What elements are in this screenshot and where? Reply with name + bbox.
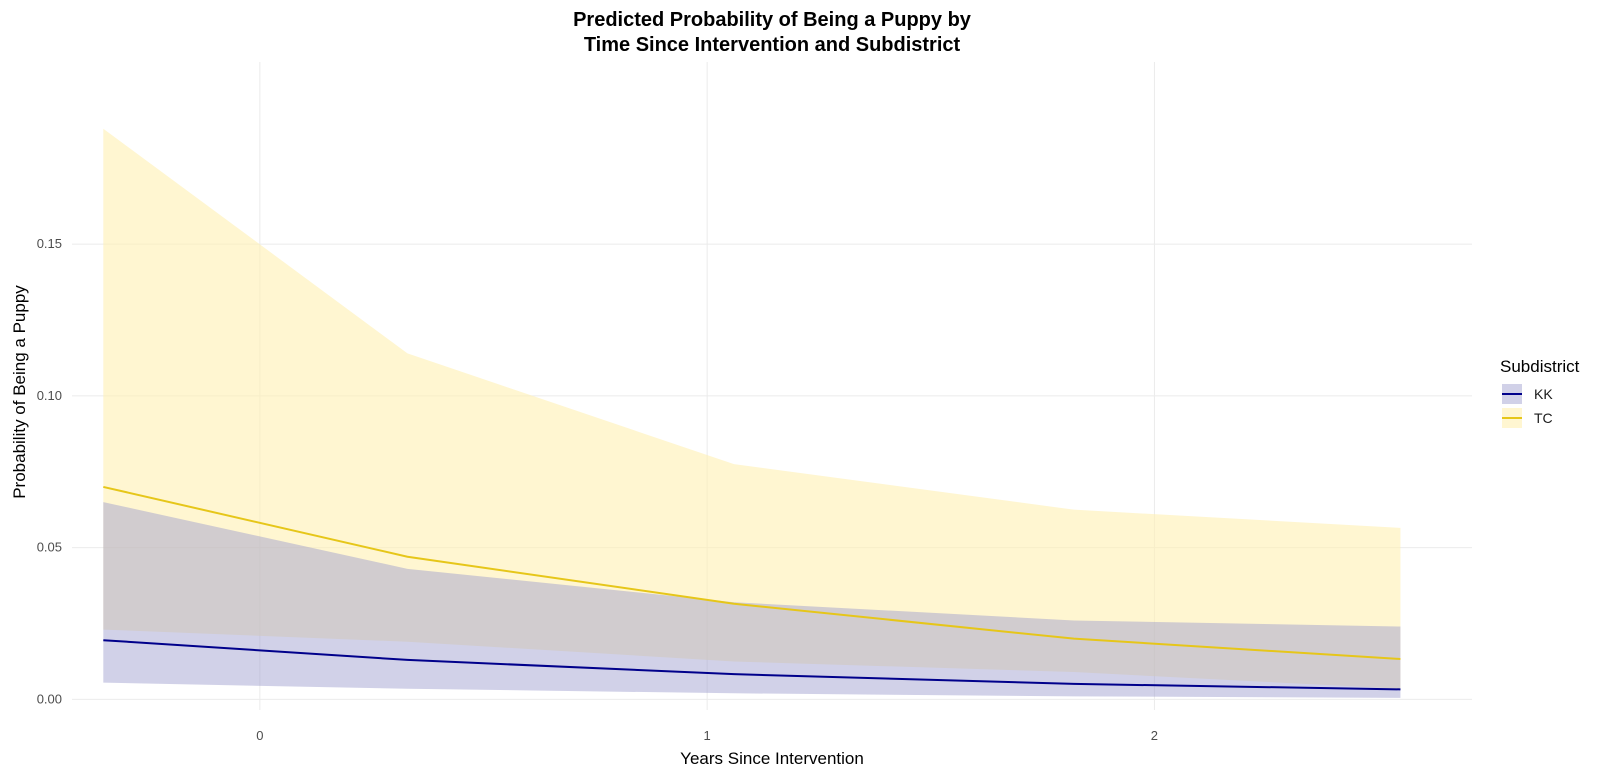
y-tick-label: 0.10 — [37, 388, 62, 403]
x-tick-label: 1 — [704, 728, 711, 743]
line-kk — [103, 639, 1401, 691]
lines — [103, 485, 1401, 691]
chart-title-line1: Predicted Probability of Being a Puppy b… — [573, 9, 972, 31]
legend-key-tc: TC — [1502, 408, 1553, 428]
y-tick-label: 0.05 — [37, 540, 62, 555]
x-ticks: 0 1 2 — [256, 728, 1158, 743]
y-ticks: 0.00 0.05 0.10 0.15 — [37, 236, 62, 706]
legend-label-tc: TC — [1534, 410, 1553, 426]
legend-title: Subdistrict — [1500, 357, 1580, 376]
chart-title-line2: Time Since Intervention and Subdistrict — [584, 34, 961, 56]
y-tick-label: 0.00 — [37, 691, 62, 706]
legend: Subdistrict KK TC — [1500, 357, 1580, 428]
ribbon-kk — [103, 502, 1401, 698]
legend-label-kk: KK — [1534, 386, 1553, 402]
y-tick-label: 0.15 — [37, 236, 62, 251]
legend-key-kk: KK — [1502, 384, 1553, 404]
x-tick-label: 2 — [1151, 728, 1158, 743]
x-tick-label: 0 — [256, 728, 263, 743]
x-axis-title: Years Since Intervention — [680, 749, 864, 768]
y-axis-title: Probability of Being a Puppy — [10, 285, 29, 499]
line-tc — [103, 485, 1401, 661]
ribbon-tc — [103, 128, 1401, 689]
ribbons — [103, 128, 1401, 698]
